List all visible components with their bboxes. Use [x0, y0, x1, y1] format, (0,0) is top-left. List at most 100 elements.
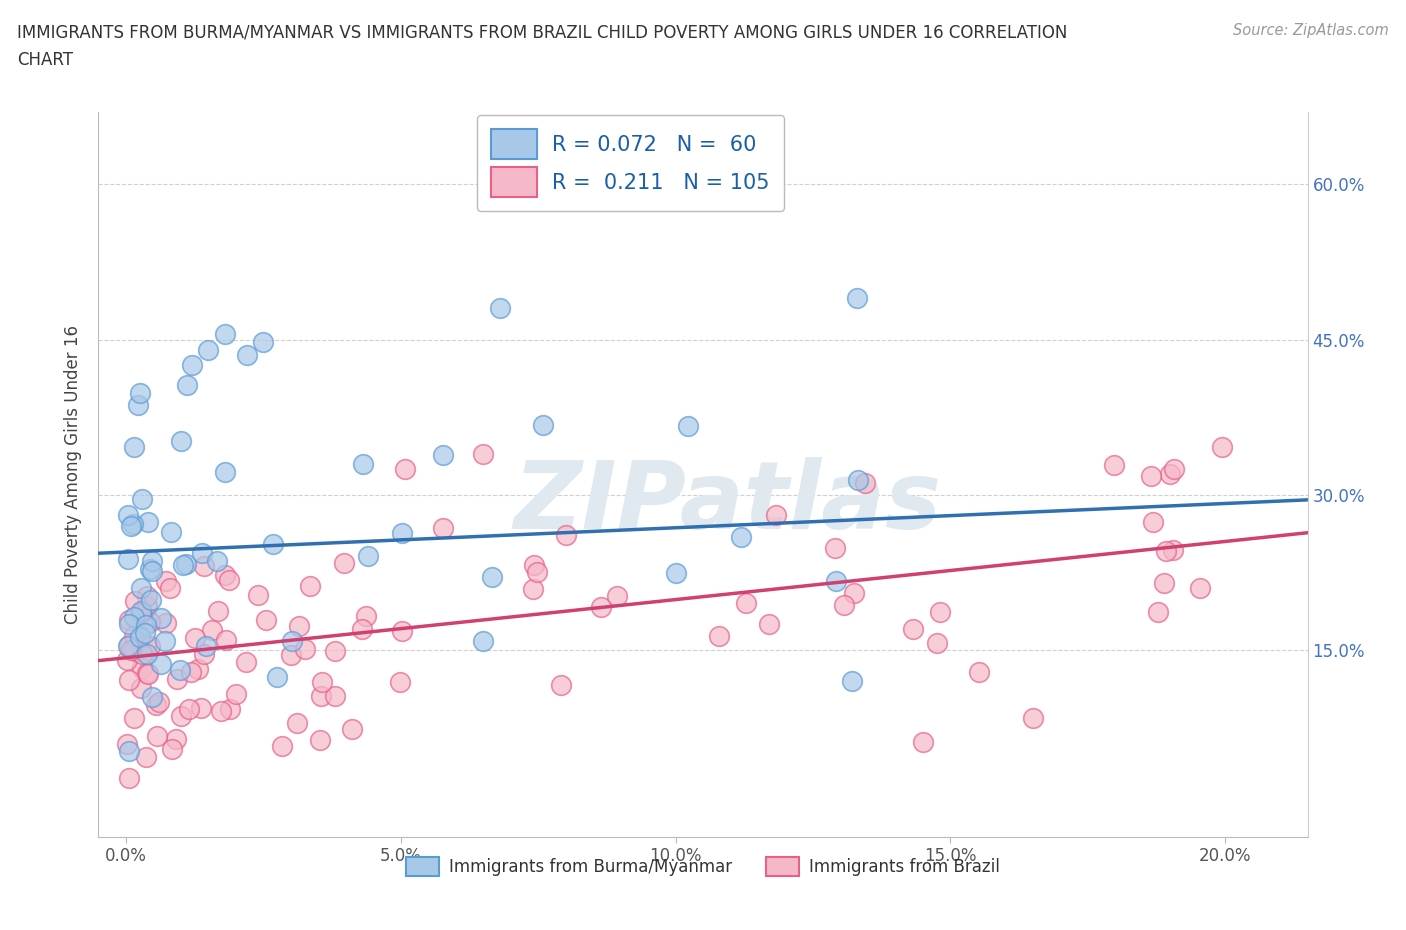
Point [118, 617, 141, 631]
Point [131, 492, 153, 507]
Point [526, 565, 548, 579]
Point [1211, 439, 1233, 454]
Point [394, 461, 416, 476]
Point [141, 690, 163, 705]
Point [197, 342, 219, 357]
Point [235, 655, 257, 670]
Point [901, 621, 924, 636]
Point [139, 638, 162, 653]
Point [311, 674, 333, 689]
Point [200, 622, 222, 637]
Point [129, 580, 152, 595]
Point [928, 605, 950, 620]
Point [129, 630, 152, 644]
Point [117, 507, 139, 522]
Point [120, 519, 142, 534]
Point [294, 642, 316, 657]
Point [523, 557, 546, 572]
Point [388, 675, 411, 690]
Point [707, 629, 730, 644]
Point [124, 594, 146, 609]
Point [218, 572, 240, 587]
Text: IMMIGRANTS FROM BURMA/MYANMAR VS IMMIGRANTS FROM BRAZIL CHILD POVERTY AMONG GIRL: IMMIGRANTS FROM BURMA/MYANMAR VS IMMIGRA… [17, 23, 1067, 41]
Point [139, 593, 162, 608]
Point [664, 565, 686, 580]
Point [824, 540, 846, 555]
Point [131, 660, 153, 675]
Point [734, 595, 756, 610]
Point [129, 386, 152, 401]
Point [122, 629, 145, 644]
Point [205, 553, 228, 568]
Point [162, 741, 184, 756]
Point [391, 623, 413, 638]
Point [115, 653, 138, 668]
Point [236, 348, 259, 363]
Point [832, 598, 855, 613]
Point [471, 633, 494, 648]
Point [170, 433, 193, 448]
Point [323, 644, 346, 658]
Point [927, 636, 949, 651]
Point [271, 738, 294, 753]
Point [287, 618, 309, 633]
Point [172, 558, 194, 573]
Point [187, 661, 209, 676]
Point [194, 639, 217, 654]
Point [591, 600, 613, 615]
Legend: Immigrants from Burma/Myanmar, Immigrants from Brazil: Immigrants from Burma/Myanmar, Immigrant… [399, 851, 1007, 884]
Point [125, 644, 148, 658]
Point [122, 643, 145, 658]
Point [214, 464, 236, 479]
Point [115, 737, 138, 751]
Point [176, 557, 198, 572]
Point [193, 558, 215, 573]
Point [159, 581, 181, 596]
Point [219, 702, 242, 717]
Point [136, 666, 159, 681]
Point [193, 647, 215, 662]
Point [117, 638, 139, 653]
Point [350, 622, 373, 637]
Point [190, 700, 212, 715]
Point [180, 665, 202, 680]
Point [117, 551, 139, 566]
Point [129, 680, 152, 695]
Point [357, 548, 380, 563]
Point [846, 472, 869, 487]
Point [138, 515, 160, 530]
Point [214, 568, 236, 583]
Point [184, 631, 207, 645]
Point [129, 605, 152, 620]
Point [1022, 711, 1045, 725]
Point [342, 722, 364, 737]
Point [139, 561, 162, 576]
Point [135, 618, 157, 632]
Text: Source: ZipAtlas.com: Source: ZipAtlas.com [1233, 23, 1389, 38]
Point [391, 525, 413, 540]
Point [120, 643, 142, 658]
Point [149, 611, 172, 626]
Point [969, 665, 991, 680]
Point [281, 633, 304, 648]
Text: CHART: CHART [17, 51, 73, 69]
Point [825, 573, 848, 588]
Point [844, 585, 866, 600]
Point [138, 666, 160, 681]
Point [1159, 467, 1181, 482]
Point [280, 647, 302, 662]
Point [266, 669, 288, 684]
Point [180, 358, 202, 373]
Point [1188, 580, 1211, 595]
Point [149, 657, 172, 671]
Point [432, 520, 454, 535]
Point [1153, 576, 1175, 591]
Point [160, 525, 183, 539]
Point [207, 604, 229, 618]
Point [117, 613, 139, 628]
Point [488, 301, 510, 316]
Point [169, 662, 191, 677]
Point [1139, 469, 1161, 484]
Point [841, 673, 863, 688]
Point [299, 578, 322, 593]
